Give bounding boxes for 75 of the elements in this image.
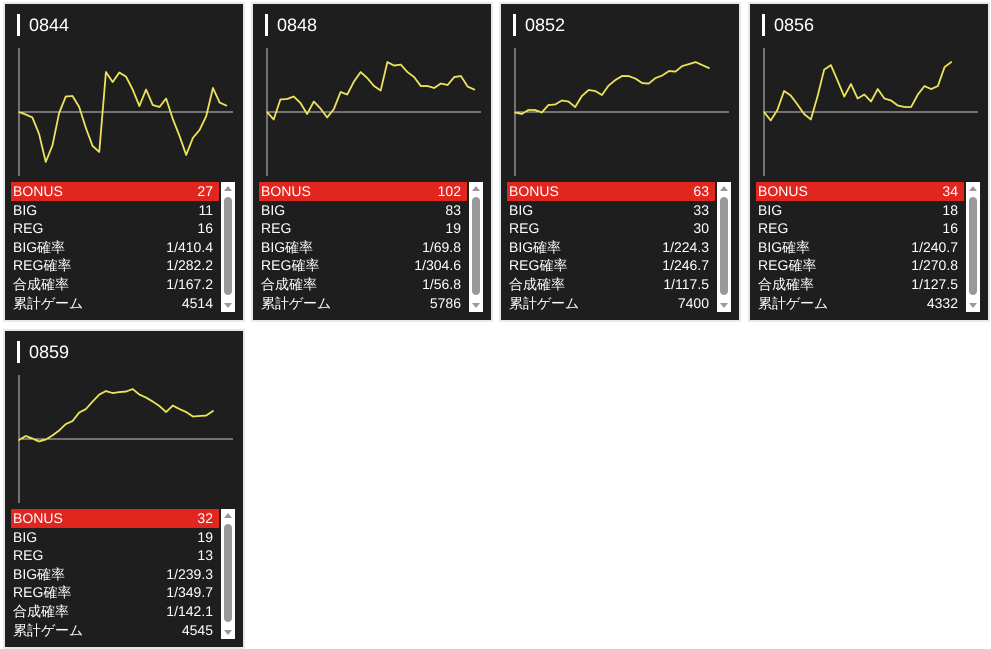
text: 18 <box>942 200 958 220</box>
text: 33 <box>693 200 709 220</box>
text: 合成確率 <box>758 275 814 294</box>
text: 1/240.7 <box>911 238 958 256</box>
text: 累計ゲーム <box>261 294 331 312</box>
text: 34 <box>942 182 958 201</box>
text: 1/410.4 <box>166 238 213 256</box>
text: 19 <box>197 528 213 546</box>
text: 合成確率 <box>261 275 317 294</box>
text: 1/117.5 <box>663 275 709 294</box>
text: 30 <box>693 219 709 238</box>
text: 1/127.5 <box>911 275 958 294</box>
chart-title: 0856 <box>762 14 814 36</box>
text: BIG <box>13 528 38 546</box>
text: 4332 <box>926 294 958 312</box>
text: BIG確率 <box>261 238 314 256</box>
text: 1/282.2 <box>166 256 213 275</box>
text: 16 <box>942 219 958 238</box>
text: 累計ゲーム <box>13 620 83 640</box>
text: 16 <box>197 219 213 238</box>
text: 13 <box>197 546 213 565</box>
text: 1/142.1 <box>166 602 213 621</box>
text: REG確率 <box>13 583 72 602</box>
text: 4545 <box>182 620 213 640</box>
text: BIG確率 <box>509 238 562 256</box>
text: REG <box>509 219 540 238</box>
text: REG <box>13 219 44 238</box>
text: 合成確率 <box>13 602 69 621</box>
text: 1/56.8 <box>422 275 461 294</box>
text: 27 <box>197 182 213 201</box>
text: REG確率 <box>261 256 320 275</box>
text: 1/270.8 <box>911 256 958 275</box>
text: BONUS <box>509 182 559 201</box>
text: 合成確率 <box>509 275 565 294</box>
text: REG <box>261 219 292 238</box>
text: 5786 <box>430 294 461 312</box>
text: BONUS <box>758 182 808 201</box>
text: 1/304.6 <box>414 256 461 275</box>
text: 累計ゲーム <box>758 294 828 312</box>
text: 1/69.8 <box>422 238 461 256</box>
text: 83 <box>445 200 461 220</box>
text: 1/167.2 <box>166 275 213 294</box>
text: BIG <box>758 200 782 220</box>
text: 63 <box>693 182 709 201</box>
text: 1/246.7 <box>662 256 709 275</box>
text: 19 <box>445 219 461 238</box>
text: 7400 <box>678 294 709 312</box>
text: REG確率 <box>13 256 72 275</box>
text: 4514 <box>182 294 213 312</box>
text: BIG <box>509 200 534 220</box>
chart-title: 0852 <box>513 14 566 36</box>
text: 1/224.3 <box>662 238 709 256</box>
text: REG確率 <box>758 256 816 275</box>
text: BONUS <box>13 509 63 528</box>
text: 累計ゲーム <box>13 294 83 312</box>
text: BIG確率 <box>758 238 810 256</box>
text: 累計ゲーム <box>509 294 579 312</box>
text: REG <box>13 546 44 565</box>
text: REG <box>758 219 788 238</box>
text: 1/349.7 <box>166 583 213 602</box>
text: BIG <box>13 200 38 220</box>
text: 32 <box>197 509 213 528</box>
text: BIG確率 <box>13 238 66 256</box>
chart-title: 0859 <box>17 341 70 363</box>
text: 合成確率 <box>13 275 69 294</box>
text: 11 <box>198 200 213 220</box>
text: BONUS <box>13 182 63 201</box>
text: REG確率 <box>509 256 568 275</box>
text: 1/239.3 <box>166 564 213 584</box>
text: BIG <box>261 200 286 220</box>
chart-title: 0844 <box>17 14 70 36</box>
text: 102 <box>438 182 461 201</box>
text: BONUS <box>261 182 311 201</box>
text: BIG確率 <box>13 564 66 584</box>
chart-title: 0848 <box>265 14 318 36</box>
